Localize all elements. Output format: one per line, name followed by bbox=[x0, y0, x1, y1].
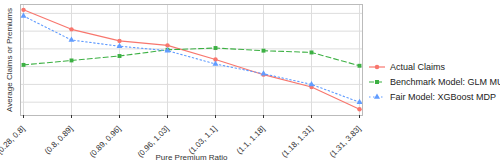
svg-text:(0.8, 0.89]: (0.8, 0.89] bbox=[43, 124, 75, 156]
svg-text:[0.28, 0.8]: [0.28, 0.8] bbox=[0, 124, 27, 156]
svg-text:Pure Premium Ratio: Pure Premium Ratio bbox=[155, 153, 228, 162]
html-text:Fair Model: XGBoost MDP: Fair Model: XGBoost MDP bbox=[390, 91, 496, 102]
html-text:Actual Claims: Actual Claims bbox=[390, 61, 445, 72]
svg-text:(1.1, 1.18]: (1.1, 1.18] bbox=[235, 124, 267, 156]
svg-text:(1.18, 1.31]: (1.18, 1.31] bbox=[280, 124, 315, 159]
svg-text:Average Claims or Premiums: Average Claims or Premiums bbox=[5, 8, 14, 112]
svg-text:(0.89, 0.96]: (0.89, 0.96] bbox=[88, 124, 123, 159]
svg-text:(0.96, 1.03]: (0.96, 1.03] bbox=[135, 124, 171, 160]
svg-text:(1.31, 3.83]: (1.31, 3.83] bbox=[328, 124, 363, 159]
svg-text:(1.03, 1.1]: (1.03, 1.1] bbox=[187, 124, 219, 156]
